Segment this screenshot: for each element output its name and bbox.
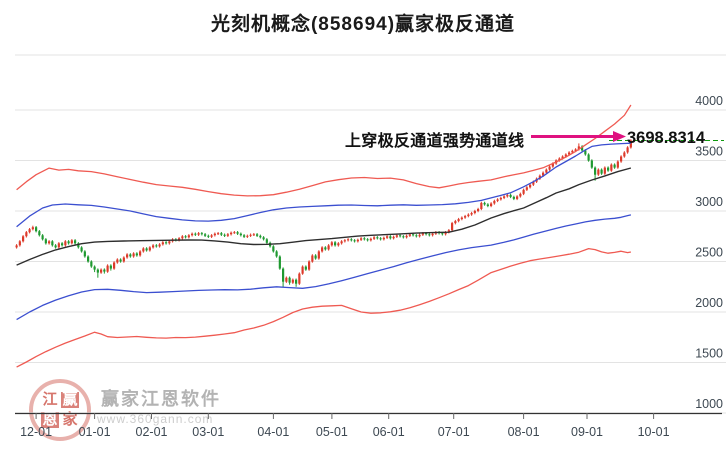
x-axis-tick-label: 03-01 xyxy=(192,425,224,439)
y-axis-tick-label: 2000 xyxy=(695,296,723,310)
y-axis-tick-label: 3000 xyxy=(695,195,723,209)
watermark-url: www.360gann.com xyxy=(97,412,214,426)
x-axis-tick-label: 01-01 xyxy=(79,425,111,439)
x-axis-tick-label: 05-01 xyxy=(316,425,348,439)
x-axis-tick-label: 06-01 xyxy=(373,425,405,439)
watermark-brand: 赢家江恩软件 xyxy=(101,389,221,409)
seal-char: 家 xyxy=(62,410,78,428)
y-axis-tick-label: 4000 xyxy=(695,94,723,108)
candles xyxy=(15,139,632,288)
seal-char: 赢 xyxy=(61,390,79,409)
seal-char: 恩 xyxy=(41,410,59,429)
y-axis-labels: 1000 1500 2000 2500 3000 3500 4000 xyxy=(695,94,723,411)
x-axis-tick-label: 02-01 xyxy=(136,425,168,439)
x-axis-tick-label: 07-01 xyxy=(438,425,470,439)
annotation-arrow xyxy=(531,131,626,142)
price-label: 3698.8314 xyxy=(627,129,705,147)
y-axis-tick-label: 3500 xyxy=(695,145,723,159)
channel-line-upper-strong xyxy=(16,142,631,228)
x-axis-tick-label: 08-01 xyxy=(508,425,540,439)
annotation-text: 上穿极反通道强势通道线 xyxy=(345,133,525,150)
brand-seal-icon: 江赢恩家 xyxy=(29,379,91,441)
x-axis-tick-label: 12-01 xyxy=(20,425,52,439)
gridlines xyxy=(15,54,726,414)
seal-char: 江 xyxy=(42,390,58,408)
y-axis-tick-label: 1500 xyxy=(695,347,723,361)
channel-line-upper-outer xyxy=(16,104,632,197)
page-title: 光刻机概念(858694)赢家极反通道 xyxy=(210,14,516,35)
channel-line-lower-weak xyxy=(16,214,632,321)
x-axis-tick-label: 09-01 xyxy=(571,425,603,439)
y-axis-tick-label: 1000 xyxy=(695,397,723,411)
x-axis-tick-label: 04-01 xyxy=(257,425,289,439)
channel-lines xyxy=(16,104,632,368)
channel-line-middle-life xyxy=(16,167,632,266)
x-axis-tick-label: 10-01 xyxy=(638,425,670,439)
y-axis-tick-label: 2500 xyxy=(695,246,723,260)
channel-line-lower-outer xyxy=(16,247,632,368)
x-axis-labels: 12-01 01-01 02-01 03-01 04-01 05-01 06-01 07-01… xyxy=(20,413,670,439)
